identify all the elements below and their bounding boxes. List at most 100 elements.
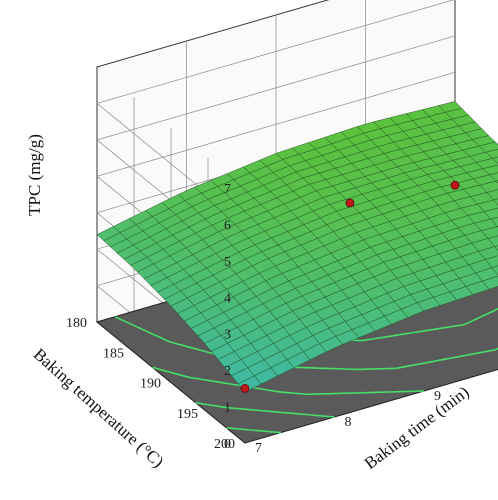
contour-line bbox=[125, 321, 132, 326]
contour-line bbox=[445, 356, 456, 360]
z-tick-label: 6 bbox=[224, 218, 231, 233]
contour-line bbox=[455, 354, 466, 359]
contour-line bbox=[382, 335, 394, 339]
contour-line bbox=[484, 349, 496, 353]
contour-line bbox=[159, 368, 168, 373]
contour-line bbox=[225, 382, 235, 386]
contour-line bbox=[216, 405, 227, 409]
surface-cell bbox=[487, 235, 498, 247]
contour-line bbox=[402, 331, 414, 336]
contour-line bbox=[114, 316, 121, 321]
contour-line bbox=[210, 404, 217, 407]
z-gridline bbox=[96, 0, 455, 225]
contour-line bbox=[433, 327, 444, 331]
contour-line bbox=[176, 343, 185, 347]
contour-line bbox=[279, 391, 291, 394]
temperature-tick-label: 180 bbox=[66, 316, 87, 331]
contour-line bbox=[494, 347, 498, 351]
contour-line bbox=[152, 366, 160, 371]
surface-cell bbox=[485, 148, 498, 159]
surface-cell bbox=[490, 217, 498, 227]
contour-line bbox=[293, 412, 302, 415]
surface-cell bbox=[479, 180, 498, 193]
contour-line bbox=[158, 336, 165, 341]
surface-cell bbox=[478, 141, 498, 153]
time-tick-label: 7 bbox=[255, 441, 262, 456]
contour-line bbox=[475, 350, 486, 355]
time-tick-label: 8 bbox=[345, 415, 352, 430]
contour-line bbox=[239, 407, 248, 411]
contour-line bbox=[453, 323, 465, 328]
contour-line bbox=[131, 323, 138, 328]
contour-line bbox=[191, 347, 200, 351]
surface-cell bbox=[484, 255, 498, 268]
contour-line bbox=[264, 388, 271, 392]
temperature-tick-label: 185 bbox=[103, 346, 124, 361]
contour-line bbox=[147, 331, 154, 336]
response-surface bbox=[96, 101, 498, 393]
contour-line bbox=[219, 381, 226, 384]
contour-line bbox=[174, 372, 182, 377]
surface-cell bbox=[478, 246, 498, 260]
design-points bbox=[240, 180, 460, 393]
z-tick-label: 3 bbox=[224, 328, 231, 343]
contour-line bbox=[198, 402, 208, 406]
contour-line bbox=[443, 325, 455, 329]
contour-line bbox=[312, 414, 321, 417]
tick-labels: 012345671801851901952007891011 bbox=[66, 182, 441, 456]
contour-line bbox=[396, 365, 407, 370]
z-tick-label: 7 bbox=[224, 182, 231, 197]
z-axis-title: TPC (mg/g) bbox=[25, 134, 44, 216]
contour-line bbox=[269, 410, 281, 414]
contour-line bbox=[471, 316, 480, 322]
design-point bbox=[240, 383, 250, 393]
contour-line bbox=[163, 338, 171, 343]
contour-line bbox=[188, 376, 199, 380]
contour-line bbox=[240, 428, 249, 431]
contour-line bbox=[225, 406, 237, 410]
contour-line bbox=[170, 371, 175, 375]
contour-line bbox=[136, 326, 143, 331]
z-tick-label: 2 bbox=[224, 364, 231, 379]
contour-line bbox=[269, 430, 281, 434]
surface-cell bbox=[494, 245, 498, 251]
contour-line bbox=[184, 345, 189, 348]
contour-line bbox=[197, 377, 205, 381]
contour-line bbox=[372, 336, 383, 340]
y-axis-title: Baking temperature (°C) bbox=[30, 345, 168, 472]
z-tick-label: 0 bbox=[224, 437, 231, 452]
contour-line bbox=[198, 349, 207, 353]
contour-line bbox=[362, 338, 373, 342]
contour-line bbox=[425, 360, 436, 364]
contour-line bbox=[494, 307, 498, 311]
z-tick-label: 4 bbox=[224, 291, 231, 306]
contour-line bbox=[226, 427, 238, 430]
design-point bbox=[345, 198, 355, 208]
temperature-tick-label: 195 bbox=[177, 407, 198, 422]
contour-line bbox=[405, 363, 417, 368]
contour-line bbox=[413, 330, 424, 334]
contour-line bbox=[465, 352, 476, 357]
contour-line bbox=[463, 320, 473, 326]
surface-cell bbox=[492, 156, 498, 164]
surface-cell bbox=[482, 164, 498, 176]
surface-cell bbox=[476, 199, 498, 212]
contour-line bbox=[258, 409, 267, 412]
contour-line bbox=[392, 333, 404, 337]
design-point bbox=[450, 180, 460, 190]
temperature-tick-label: 200 bbox=[214, 437, 235, 452]
contour-line bbox=[323, 415, 335, 418]
temperature-tick-label: 190 bbox=[140, 377, 161, 392]
contour-line bbox=[169, 341, 178, 345]
surface-cell bbox=[480, 226, 498, 239]
contour-line bbox=[270, 389, 280, 393]
z-tick-label: 5 bbox=[224, 255, 231, 270]
contour-line bbox=[206, 379, 217, 383]
contour-line bbox=[142, 328, 149, 333]
contour-line bbox=[486, 309, 496, 315]
surface-cell bbox=[483, 207, 498, 220]
z-tick-label: 1 bbox=[224, 401, 231, 416]
contour-line bbox=[120, 318, 127, 323]
contour-line bbox=[181, 374, 190, 379]
